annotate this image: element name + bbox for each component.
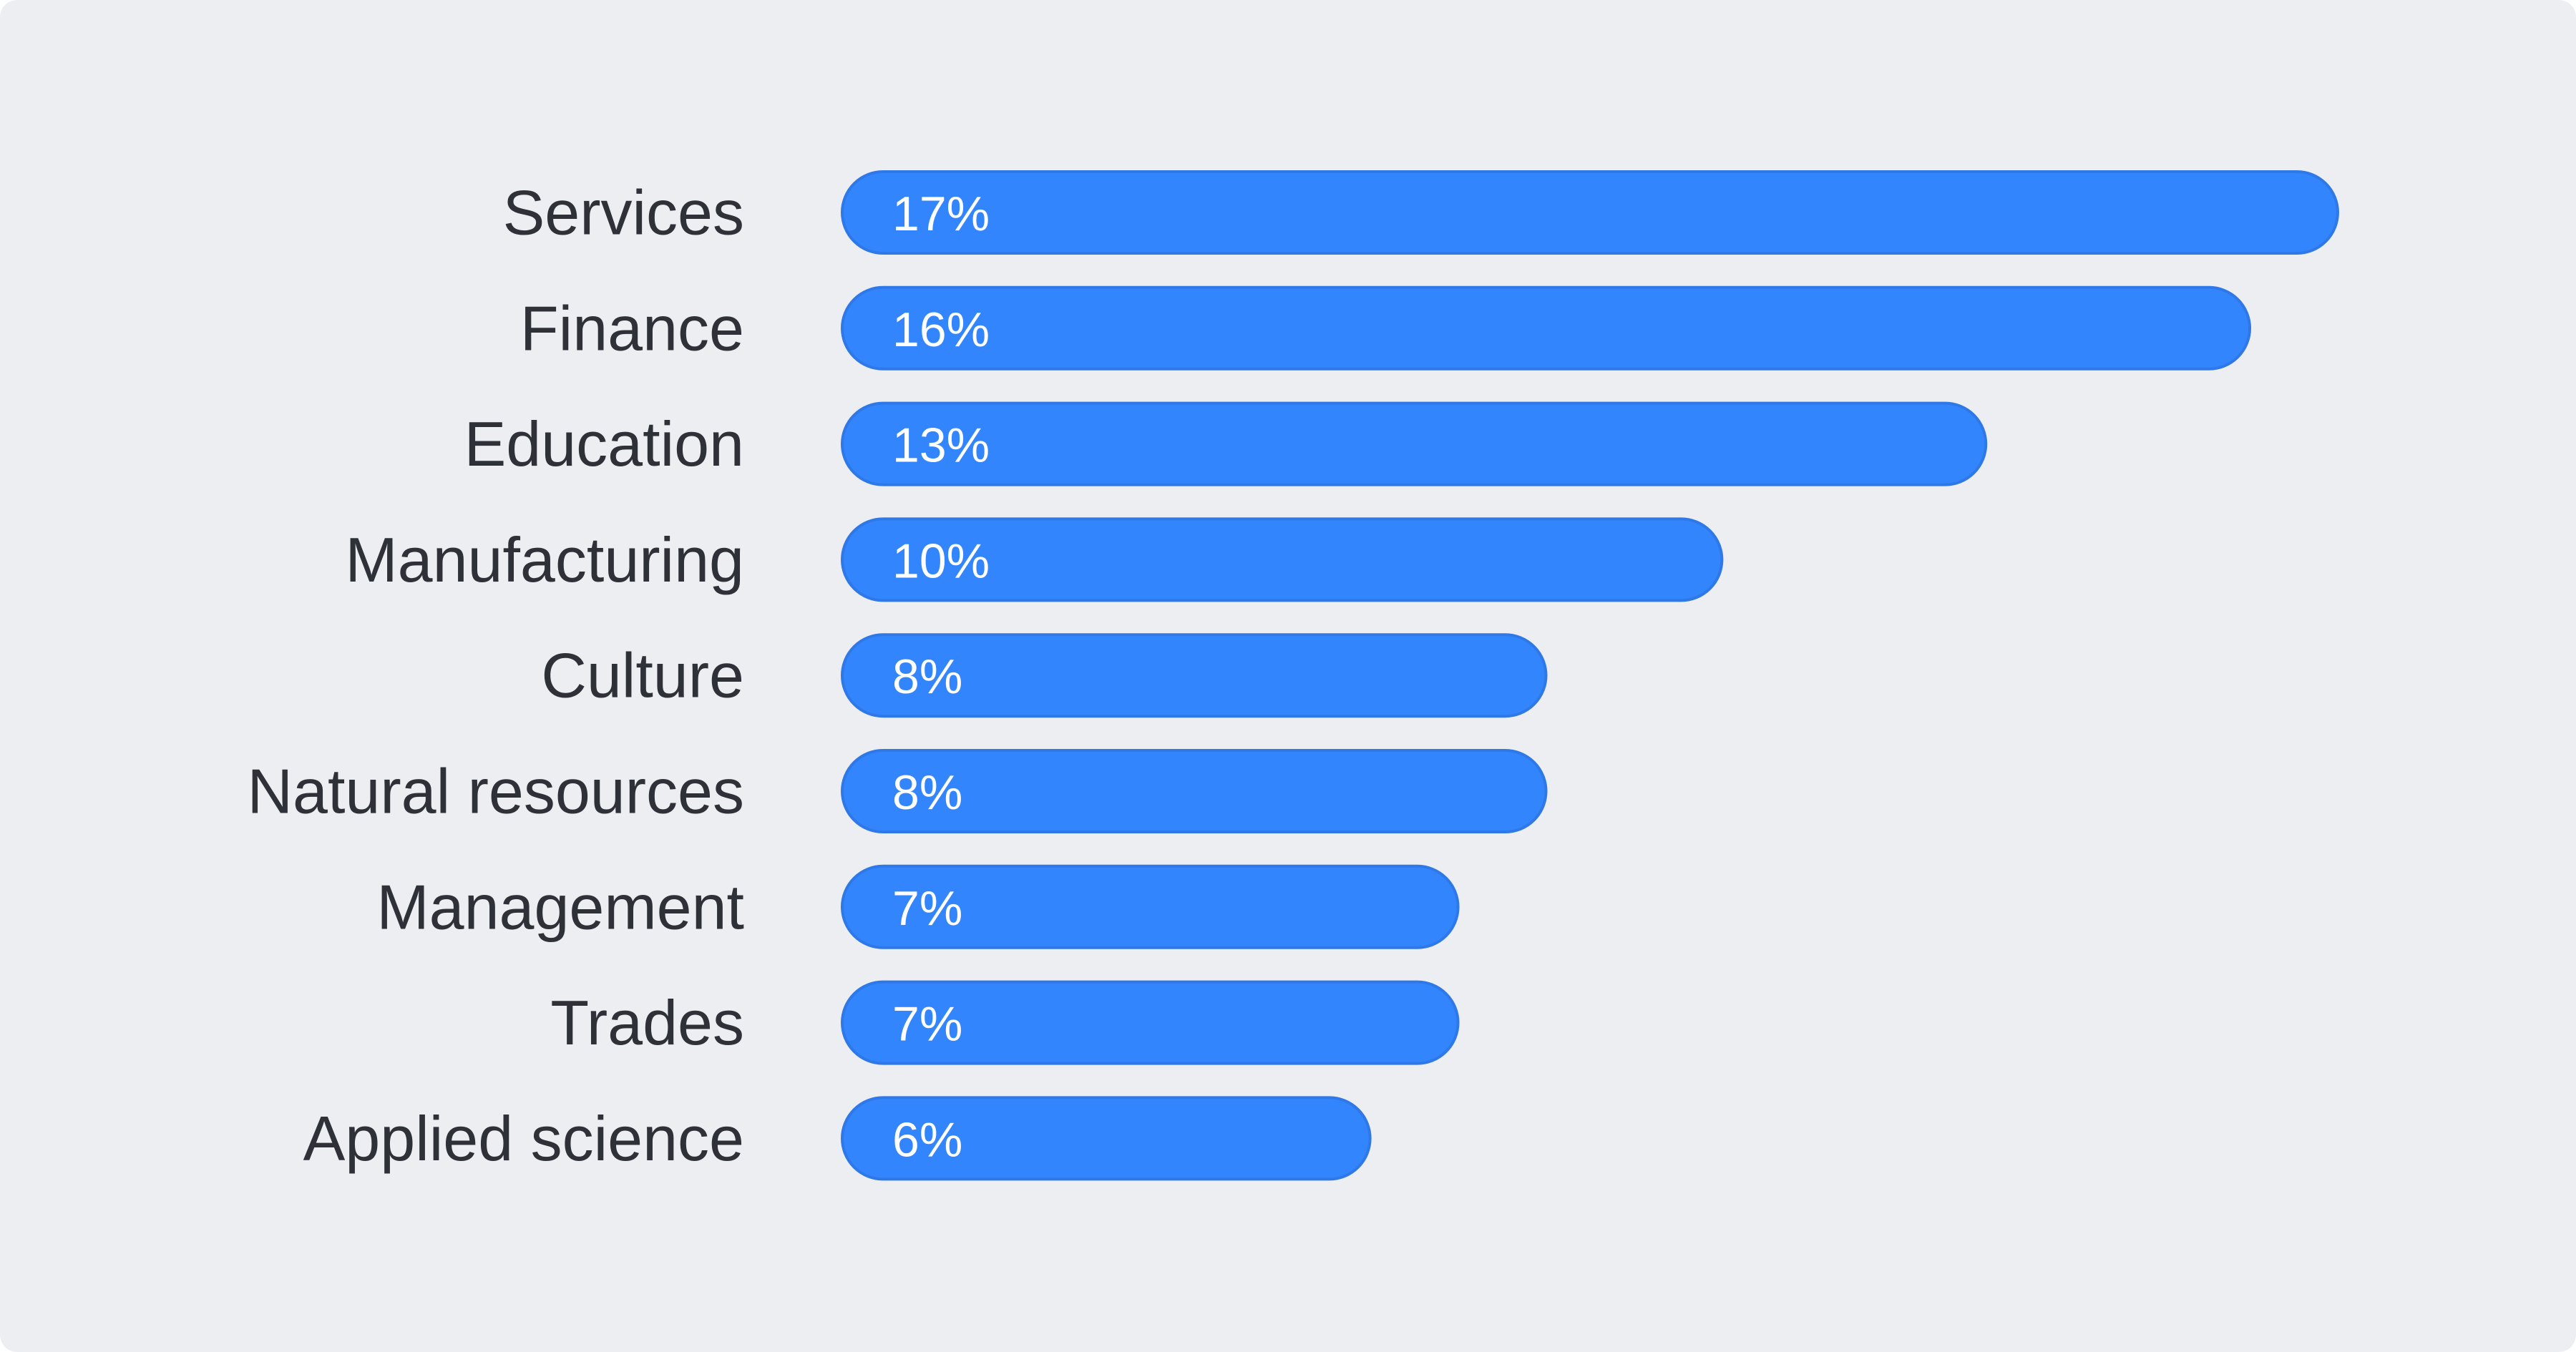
value-label: 6%: [892, 1112, 962, 1167]
value-label: 7%: [892, 997, 962, 1052]
value-label: 8%: [892, 650, 962, 704]
value-label: 8%: [892, 765, 962, 820]
value-label: 13%: [892, 418, 990, 473]
value-label: 7%: [892, 881, 962, 936]
bar-manufacturing: [841, 517, 1724, 602]
bar-trades: [841, 980, 1460, 1065]
category-label: Natural resources: [247, 756, 744, 827]
category-label: Education: [464, 408, 744, 479]
bars-layer: Services 17% Finance 16% Education 13% Manufac…: [247, 170, 2339, 1181]
value-label: 16%: [892, 303, 990, 357]
category-label: Management: [376, 871, 744, 942]
value-label: 17%: [892, 187, 990, 241]
bar-services: [841, 170, 2339, 255]
category-label: Applied science: [303, 1103, 744, 1174]
category-label: Culture: [541, 640, 744, 711]
bar-culture: [841, 633, 1548, 718]
category-label: Finance: [520, 293, 744, 363]
category-label: Trades: [550, 987, 744, 1058]
bar-finance: [841, 285, 2252, 371]
bar-management: [841, 864, 1460, 949]
value-label: 10%: [892, 534, 990, 588]
bar-natural-resources: [841, 749, 1548, 833]
bar-education: [841, 401, 1988, 486]
category-label: Manufacturing: [345, 524, 744, 595]
category-label: Services: [503, 177, 744, 248]
bar-applied-science: [841, 1096, 1372, 1181]
